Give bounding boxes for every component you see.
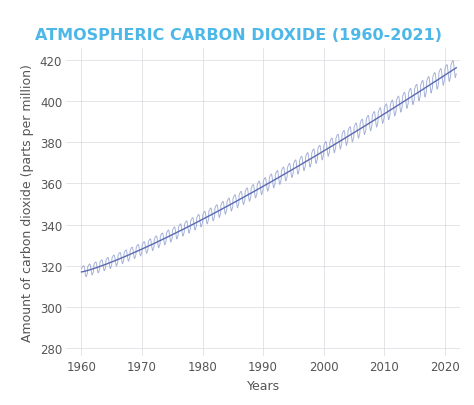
Text: ATMOSPHERIC CARBON DIOXIDE (1960-2021): ATMOSPHERIC CARBON DIOXIDE (1960-2021): [35, 28, 442, 43]
X-axis label: Years: Years: [246, 379, 280, 392]
Y-axis label: Amount of carbon dioxide (parts per million): Amount of carbon dioxide (parts per mill…: [21, 64, 34, 341]
